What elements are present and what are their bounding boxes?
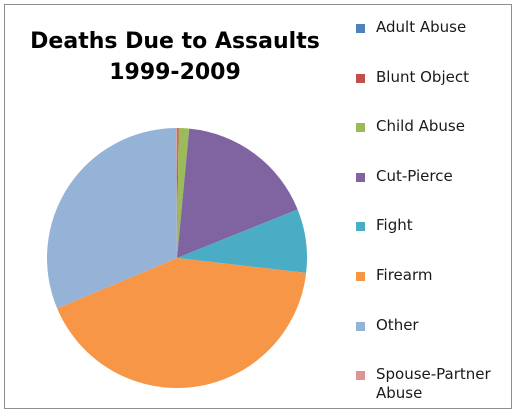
pie-slice-child-abuse bbox=[177, 128, 190, 258]
pie-slice-other bbox=[46, 128, 178, 309]
legend-label-spouse-partner-abuse: Spouse-Partner Abuse bbox=[376, 365, 491, 403]
pie-slice-firearm bbox=[57, 258, 307, 388]
pie-slice-cut-pierce bbox=[177, 128, 298, 258]
pie-slice-spouse-partner-abuse bbox=[176, 127, 177, 258]
legend-label-firearm: Firearm bbox=[376, 266, 433, 284]
legend-label-cut-pierce: Cut-Pierce bbox=[376, 166, 453, 185]
chart-title-line-1: Deaths Due to Assaults bbox=[30, 29, 320, 54]
pie-slice-blunt-object bbox=[177, 128, 179, 258]
legend-label-other: Other bbox=[376, 315, 419, 334]
legend-swatch-spouse-partner-abuse bbox=[356, 371, 365, 381]
legend-swatch-other bbox=[356, 321, 365, 331]
legend-swatch-blunt-object bbox=[356, 73, 365, 83]
legend-label-fight: Fight bbox=[376, 216, 413, 235]
legend-label-adult-abuse: Adult Abuse bbox=[376, 18, 467, 36]
chart-title: Deaths Due to Assaults 1999-2009 bbox=[10, 26, 340, 88]
legend-swatch-cut-pierce bbox=[356, 172, 365, 182]
legend-swatch-fight bbox=[356, 222, 365, 232]
legend-swatch-adult-abuse bbox=[356, 24, 365, 33]
legend-swatch-child-abuse bbox=[356, 123, 365, 133]
pie-slice-fight bbox=[177, 209, 307, 273]
legend-label-blunt-object: Blunt Object bbox=[376, 67, 469, 86]
legend-label-child-abuse: Child Abuse bbox=[376, 117, 465, 136]
legend-swatch-firearm bbox=[356, 272, 365, 281]
pie-slice-adult-abuse bbox=[177, 127, 178, 258]
chart-title-line-2: 1999-2009 bbox=[109, 60, 241, 85]
